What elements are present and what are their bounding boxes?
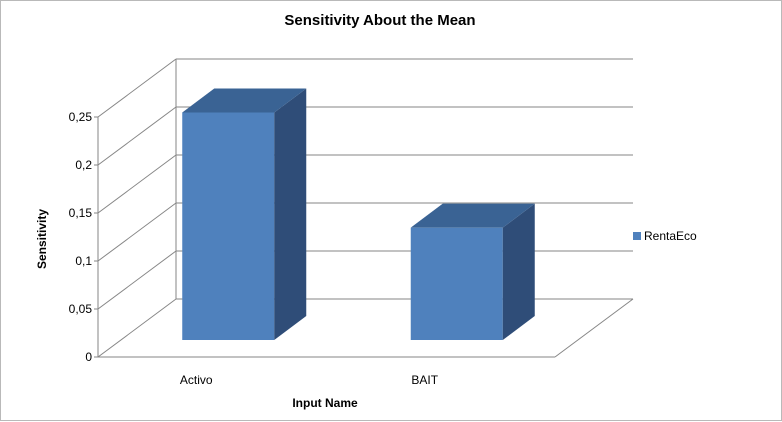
bar-bait [410,203,535,340]
y-tick-label: 0,2 [75,158,92,172]
floor-right-edge [554,298,634,358]
bar-front-face [410,227,503,340]
gridline-side [97,202,177,262]
bar-side-face [274,88,307,340]
x-tick-label: Activo [180,373,213,387]
y-tick-label: 0,05 [69,302,93,316]
legend: RentaEco [633,229,697,243]
y-axis-ticks: 0 0,05 0,1 0,15 0,2 0,25 [69,110,98,364]
gridline-side [97,154,177,214]
legend-label: RentaEco [644,229,697,243]
y-tick-label: 0,1 [75,254,92,268]
chart-title: Sensitivity About the Mean [284,12,475,29]
legend-swatch [633,232,641,240]
bar-side-face [502,203,535,340]
bar-activo [182,88,307,340]
y-tick-label: 0,25 [69,110,93,124]
x-axis-ticks: Activo BAIT [180,373,439,387]
bar-top-face [410,203,535,228]
gridline-side [97,106,177,166]
y-tick-label: 0 [85,350,92,364]
bar-front-face [182,112,275,340]
bar-top-face [182,88,307,113]
gridline-side [97,298,177,358]
y-axis-title: Sensitivity [35,209,49,269]
chart-walls [97,59,634,358]
gridline-side [97,58,177,118]
x-tick-label: BAIT [411,373,438,387]
gridline-side [97,250,177,310]
x-axis-title: Input Name [292,396,358,410]
gridlines [97,58,633,358]
y-tick-label: 0,15 [69,206,93,220]
bars [182,88,535,340]
